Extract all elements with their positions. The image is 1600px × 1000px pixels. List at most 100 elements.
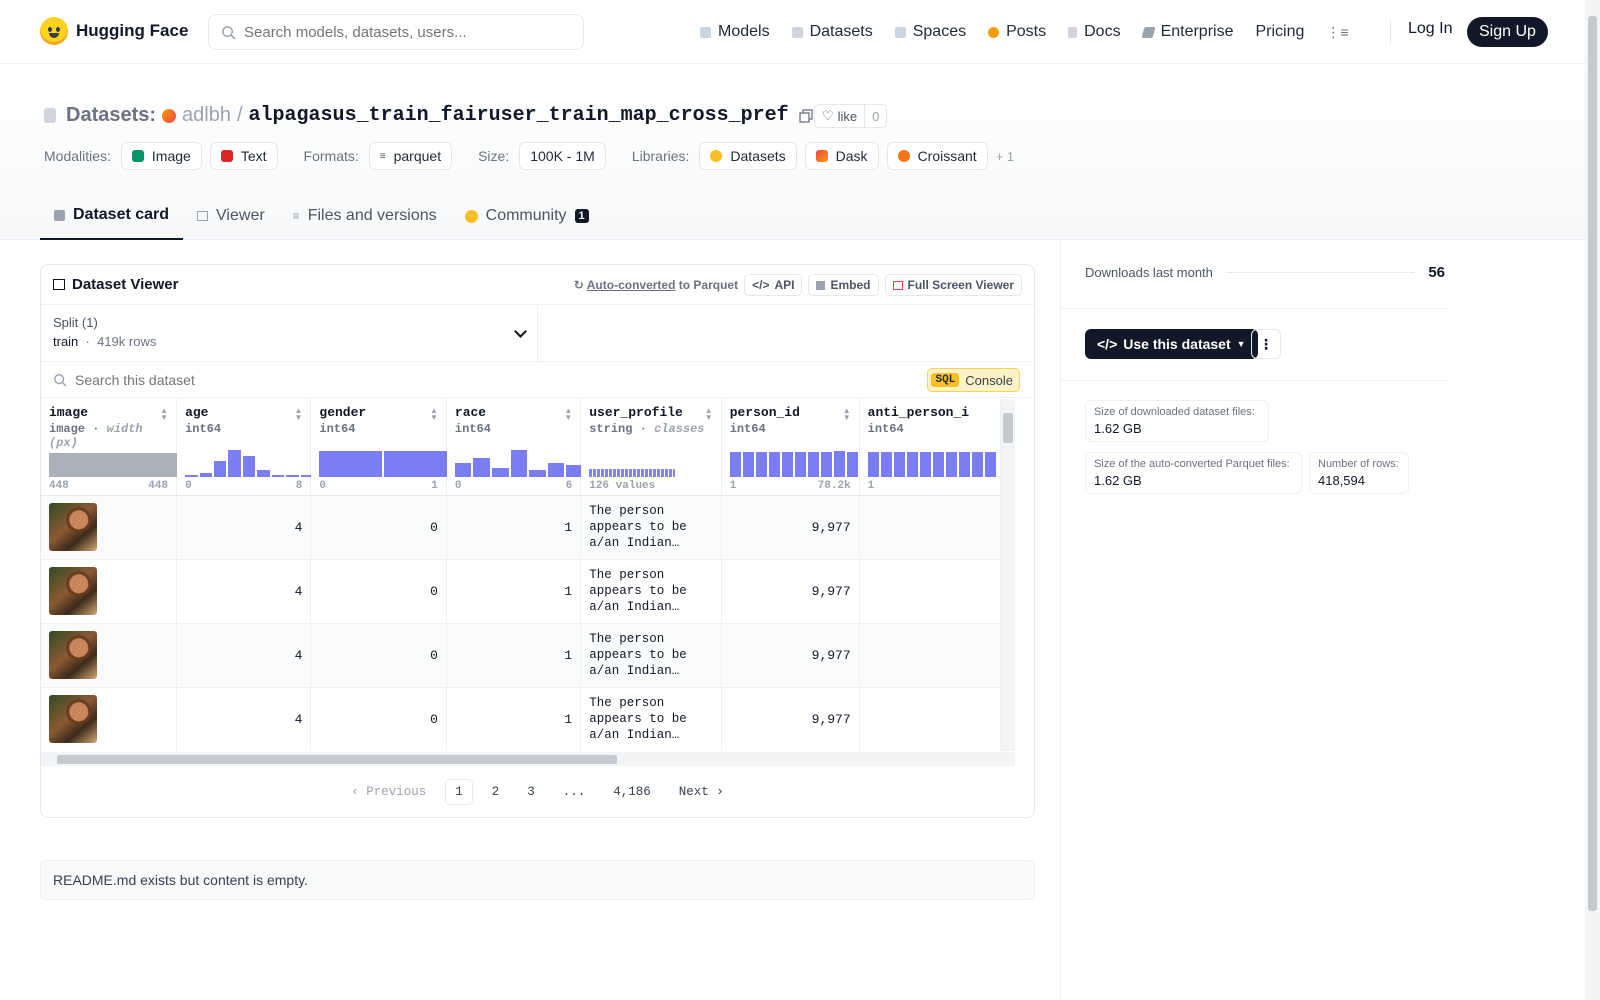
sort-icon[interactable]: ▲ ▼ (429, 406, 438, 422)
library-datasets-chip[interactable]: Datasets (699, 142, 797, 170)
nav-docs[interactable]: Docs (1068, 23, 1121, 41)
cell-age: 4 (176, 687, 312, 751)
size-chip[interactable]: 100K - 1M (519, 142, 606, 170)
previous-page-button[interactable]: ‹ Previous (351, 785, 427, 799)
refresh-icon: ↻ (573, 278, 584, 292)
scrollbar-thumb[interactable] (57, 755, 617, 764)
dataset-name[interactable]: alpagasus_train_fairuser_train_map_cross… (248, 104, 789, 127)
tab-files-and-versions[interactable]: ≡ Files and versions (279, 192, 451, 240)
sort-icon[interactable]: ▲ ▼ (564, 406, 573, 422)
cell-race: 1 (446, 687, 582, 751)
modality-text-chip[interactable]: Text (209, 142, 278, 170)
split-selector[interactable]: Split (1) train · 419k rows (41, 305, 538, 362)
login-link[interactable]: Log In (1408, 20, 1453, 37)
column-header-anti-person-id[interactable]: anti_person_i int64 1 (859, 399, 1001, 496)
next-page-button[interactable]: Next › (678, 785, 724, 799)
page-1-button[interactable]: 1 (445, 779, 473, 805)
nav-posts[interactable]: Posts (988, 23, 1046, 41)
embed-label: Embed (830, 278, 871, 292)
scrollbar-thumb[interactable] (1588, 16, 1597, 911)
table-row[interactable]: 4 0 1 The person appears to be a/an Indi… (41, 559, 1001, 624)
modality-image-label: Image (151, 148, 191, 164)
data-grid: image image · width (px) ▲ ▼ 448 448 age i… (41, 399, 1001, 751)
modality-image-chip[interactable]: Image (120, 142, 202, 170)
row-image-thumbnail[interactable] (49, 503, 97, 551)
downloads-count: 56 (1428, 264, 1445, 281)
row-image-thumbnail[interactable] (49, 567, 97, 615)
cube-icon (700, 26, 711, 38)
tab-community[interactable]: Community 1 (451, 192, 603, 240)
copy-icon[interactable] (798, 108, 813, 123)
sort-icon[interactable]: ▲ ▼ (704, 406, 713, 422)
tab-dataset-card[interactable]: Dataset card (40, 192, 184, 240)
full-screen-viewer-button[interactable]: Full Screen Viewer (884, 274, 1022, 296)
sql-badge: SQL (931, 373, 960, 387)
enterprise-icon (1141, 26, 1156, 38)
full-screen-label: Full Screen Viewer (907, 278, 1015, 292)
histogram (454, 449, 583, 477)
table-row[interactable]: 4 0 1 The person appears to be a/an Indi… (41, 623, 1001, 688)
nav-models[interactable]: Models (700, 23, 770, 41)
grid-horizontal-scrollbar[interactable] (41, 752, 1015, 766)
auto-converted-link[interactable]: Auto-converted (586, 278, 676, 292)
sql-console-button[interactable]: SQL Console (927, 368, 1020, 392)
table-row[interactable]: 4 0 1 The person appears to be a/an Indi… (41, 687, 1001, 751)
sort-icon[interactable]: ▲ ▼ (294, 406, 303, 422)
breadcrumb-owner[interactable]: adlbh (182, 104, 231, 126)
cell-anti-person-id (859, 623, 1001, 688)
more-options-button[interactable]: ⋮ (1251, 329, 1281, 359)
hugging-face-icon (710, 150, 723, 162)
tab-viewer[interactable]: Viewer (183, 192, 279, 240)
api-button[interactable]: </> API (744, 274, 803, 296)
column-header-user-profile[interactable]: user_profile string · classes ▲ ▼ 126 val… (580, 399, 722, 496)
like-button[interactable]: ♡ like 0 (814, 104, 888, 128)
use-this-dataset-button[interactable]: </> Use this dataset ▼ (1085, 329, 1258, 359)
stat-parquet-size: Size of the auto-converted Parquet files… (1085, 452, 1302, 494)
nav-enterprise[interactable]: Enterprise (1141, 23, 1234, 41)
sort-icon[interactable]: ▲ ▼ (842, 406, 851, 422)
column-type: int64 (319, 422, 356, 436)
global-search-input[interactable] (244, 23, 564, 41)
last-page-button[interactable]: 4,186 (613, 785, 651, 799)
nav-datasets[interactable]: Datasets (791, 23, 873, 41)
page-3-button[interactable]: 3 (527, 785, 535, 799)
scrollbar-thumb[interactable] (1003, 413, 1013, 443)
dataset-metadata: Modalities: Image Text Formats: ≡ parquet… (44, 142, 1014, 170)
table-row[interactable]: 4 0 1 The person appears to be a/an Indi… (41, 495, 1001, 560)
column-header-image[interactable]: image image · width (px) ▲ ▼ 448 448 (41, 399, 178, 496)
cell-age: 4 (176, 623, 312, 688)
column-header-person-id[interactable]: person_id int64 ▲ ▼ 1 78.2k (721, 399, 860, 496)
row-image-thumbnail[interactable] (49, 631, 97, 679)
grid-vertical-scrollbar[interactable] (1001, 399, 1015, 751)
nav-pricing[interactable]: Pricing (1255, 23, 1304, 41)
brand-logo[interactable]: Hugging Face (40, 17, 188, 45)
dataset-header: Datasets: adlbh / alpagasus_train_fairus… (0, 64, 1585, 240)
format-parquet-chip[interactable]: ≡ parquet (368, 142, 453, 170)
cell-person-id: 9,977 (721, 687, 860, 751)
sort-icon[interactable]: ▲ ▼ (160, 406, 169, 422)
nav-more[interactable]: ⋮≡ (1326, 24, 1348, 41)
row-image-thumbnail[interactable] (49, 695, 97, 743)
column-range: 126 values (589, 479, 656, 492)
page-scrollbar[interactable] (1585, 0, 1600, 1000)
dataset-search[interactable]: SQL Console (41, 362, 1034, 398)
dataset-search-input[interactable] (75, 371, 675, 388)
embed-button[interactable]: Embed (808, 274, 879, 296)
libraries-more[interactable]: + 1 (995, 148, 1015, 164)
nav-enterprise-label: Enterprise (1160, 23, 1234, 40)
histogram (319, 449, 448, 477)
library-croissant-chip[interactable]: Croissant (886, 142, 988, 170)
page-2-button[interactable]: 2 (491, 785, 500, 799)
column-name: gender (319, 405, 367, 420)
signup-button[interactable]: Sign Up (1467, 17, 1548, 47)
code-icon: </> (752, 278, 770, 292)
nav-spaces[interactable]: Spaces (894, 23, 966, 41)
global-search[interactable] (208, 14, 584, 50)
cell-gender: 0 (310, 687, 447, 751)
library-dask-chip[interactable]: Dask (804, 142, 879, 170)
cell-person-id: 9,977 (721, 559, 860, 624)
console-label: Console (965, 372, 1013, 388)
